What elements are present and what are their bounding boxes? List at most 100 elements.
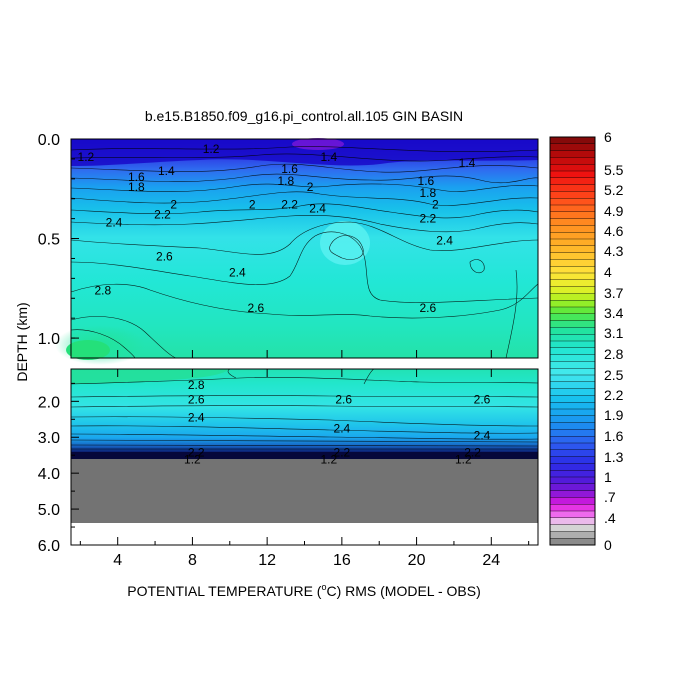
colorbar-box [549,510,596,519]
x-axis-label-post: C) RMS (MODEL - OBS) [326,583,480,599]
y-tick-label: 3.0 [38,430,60,447]
contour-label: 2.4 [229,265,246,279]
bathymetry-gray [71,459,538,523]
contour-label: 2.6 [335,393,352,407]
colorbar-box [549,191,596,199]
contour-line [70,191,539,206]
upper-green-core [66,340,110,360]
y-tick-label: 2.0 [38,394,60,411]
colorbar-box [549,361,596,369]
contour-line [70,316,177,359]
contour-label: 2.4 [106,216,123,230]
contour-label: 1.2 [184,453,201,467]
y-tick-label: 4.0 [38,466,60,483]
colorbar-box [549,415,596,424]
colorbar-box [549,272,596,281]
contour-line [70,416,539,427]
contour-label: 2.8 [188,378,205,392]
colorbar-box [549,136,596,145]
x-axis-label: POTENTIAL TEMPERATURE (oC) RMS (MODEL - … [127,582,481,599]
colorbar-box [549,286,596,294]
contour-label: 1.4 [158,164,175,178]
colorbar-box [549,476,596,485]
contour-line [70,221,539,255]
colorbar-label: 5.5 [604,162,624,178]
colorbar-label: 4.3 [604,243,624,259]
colorbar-box [549,293,596,301]
contour-line [505,269,518,359]
colorbar-box [549,204,596,213]
lower-panel [70,368,539,546]
colorbar-box [549,347,596,356]
colorbar-box [549,163,596,172]
colorbar-label: 2.5 [604,367,624,383]
contour-label: 2.6 [474,393,491,407]
contour-label: 2.6 [419,301,436,315]
colorbar-box [549,211,596,220]
y-tick-label: 5.0 [38,502,60,519]
colorbar-box [549,334,596,342]
lower-contour-lines [70,368,539,450]
colorbar-box [549,231,596,240]
colorbar-box [549,150,596,158]
chart-title: b.e15.B1850.f09_g16.pi_control.all.105 G… [145,108,463,124]
y-tick-label: 0.0 [38,132,60,149]
colorbar-box [549,143,596,152]
contour-line [70,395,539,398]
contour-label: 2.4 [309,202,326,216]
colorbar-box [549,177,596,186]
colorbar-box [549,483,596,492]
colorbar-box [549,306,596,315]
colorbar-box [549,368,596,376]
colorbar-box [549,408,596,417]
colorbar-box [549,313,596,322]
contour-line [469,259,485,274]
y-axis-label: DEPTH (km) [14,302,30,381]
contour-line [70,163,539,173]
contour-label: 2.2 [281,198,298,212]
colorbar-label: 4 [604,264,612,280]
colorbar-box [549,456,596,464]
colorbar-box [549,504,596,512]
contour-line [70,153,539,162]
colorbar-box [549,490,596,498]
colorbar-box [549,327,596,335]
colorbar-frame [549,136,596,546]
colorbar-label: 3.7 [604,285,624,301]
contour-line [70,433,539,440]
colorbar-label: 4.6 [604,223,624,239]
colorbar-label: 0 [604,537,612,553]
colorbar-label: 3.1 [604,325,624,341]
x-axis-label-sup: o [321,582,326,592]
contour-label: 1.4 [459,156,476,170]
colorbar-label: 5.2 [604,182,624,198]
colorbar-box [549,449,596,458]
x-tick-label: 20 [408,552,426,569]
contour-label: 2.2 [334,445,351,459]
colorbar-label: 1.6 [604,428,624,444]
upper-violet-patch [292,138,344,150]
colorbar-box [549,252,596,260]
colorbar-label: 3.4 [604,305,624,321]
colorbar-box [549,388,596,396]
colorbar-box [549,436,596,444]
lower-green-shallow [71,369,230,384]
x-tick-label: 24 [482,552,500,569]
colorbar-label: 1.9 [604,407,624,423]
contour-label: 2.2 [154,208,171,222]
colorbar-box [549,340,596,349]
colorbar-box [549,395,596,403]
upper-frame [70,138,539,359]
contour-label: 2 [249,198,256,212]
colorbar-box [549,225,596,233]
contour-label: 2.4 [474,428,491,442]
colorbar-box [549,259,596,267]
contour-label: 1.2 [320,453,337,467]
colorbar-box [549,524,596,532]
contour-label: 1.2 [203,142,220,156]
contour-label: 1.2 [455,453,472,467]
y-tick-label: 6.0 [38,538,60,555]
y-tick-label: 0.5 [38,232,60,249]
colorbar-label: .7 [604,489,616,505]
